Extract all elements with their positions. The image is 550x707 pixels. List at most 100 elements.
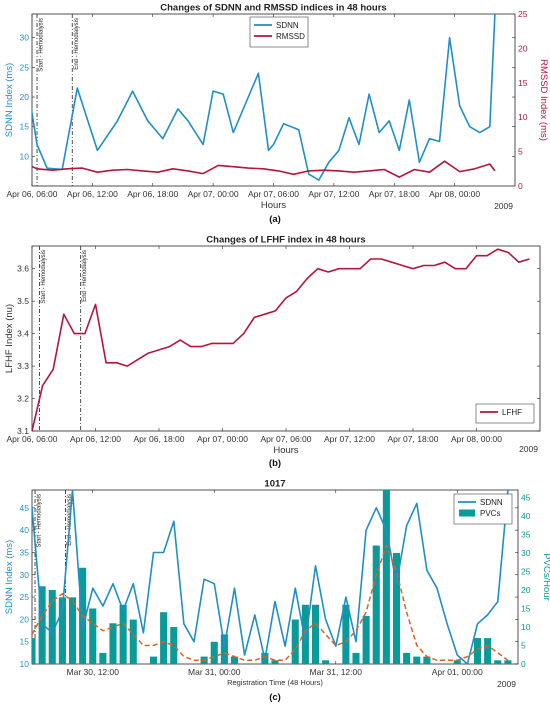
x-tick-label: Apr 08, 00:00 [429, 189, 480, 199]
bar-pvcs [382, 490, 390, 664]
chart-a: Changes of SDNN and RMSSD indices in 48 … [4, 3, 549, 226]
y-right-tick-label: 20 [521, 585, 531, 595]
y-right-tick-label: 25 [521, 566, 531, 576]
series-line-pvc-trend [32, 544, 509, 662]
legend-box [475, 403, 535, 424]
x-tick-label: Apr 06, 12:00 [67, 189, 118, 199]
bar-pvcs [89, 608, 97, 664]
series-line-lfhf [32, 248, 530, 431]
series-line-sdnn [32, 14, 496, 181]
x-axis-label: Registration Time (48 Hours) [227, 678, 323, 687]
legend-entry: RMSSD [276, 32, 305, 41]
x-tick-label: Apr 07, 00:00 [188, 189, 239, 199]
legend: SDNN PVCs [453, 493, 513, 525]
y-tick-label: 20 [20, 92, 30, 102]
legend-entry: PVCs [480, 509, 500, 518]
bar-pvcs [392, 552, 401, 664]
bar-pvcs [473, 638, 482, 664]
legend-box [453, 493, 513, 525]
y-tick-label: 25 [20, 62, 30, 72]
bar-pvcs [362, 615, 370, 664]
legend-box [249, 16, 309, 48]
bar-pvcs [352, 652, 360, 664]
chart-c: 1017 10 15 20 25 30 35 40 45 0 5 10 15 20 25 30 35 40 45 Ma… [4, 479, 550, 704]
y-right-tick-label: 0 [518, 181, 523, 191]
x-tick-label: Mar 31, 12:00 [310, 667, 363, 677]
legend-entry: SDNN [276, 21, 299, 30]
legend: LFHF [475, 403, 535, 424]
plot-marks [32, 490, 512, 664]
bar-pvcs [32, 638, 36, 664]
y-tick-label: 40 [20, 525, 30, 535]
y-tick-label: 30 [20, 33, 30, 43]
panel-label: (b) [269, 458, 281, 469]
bar-pvcs [99, 652, 107, 664]
x-tick-label: Apr 06, 18:00 [133, 434, 184, 444]
panel-label: (a) [269, 214, 281, 225]
y-tick-label: 15 [20, 637, 30, 647]
bar-pvcs [149, 656, 158, 664]
bar-pvcs [271, 660, 279, 664]
y-right-axis-label: PVCs/Hour [541, 553, 550, 601]
y-tick-label: 30 [20, 570, 30, 580]
y-right-tick-label: 10 [518, 112, 528, 122]
series-line-sdnn [32, 490, 509, 664]
legend-entry: SDNN [480, 498, 503, 507]
x-tick-label: Apr 07, 12:00 [308, 189, 359, 199]
panel-label: (c) [269, 692, 281, 703]
annotation-label: Start - Hemodialysis [39, 18, 45, 72]
legend-entry: LFHF [502, 408, 522, 417]
bar-pvcs [220, 634, 228, 664]
annotation-label: End - Hemodialysis [82, 250, 88, 302]
y-tick-label: 3.2 [17, 394, 29, 404]
bar-pvcs [291, 619, 299, 664]
y-tick-label: 3.1 [17, 426, 29, 436]
y-right-axis-label: RMSSD Index (ms) [538, 59, 549, 141]
bar-pvcs [494, 660, 502, 664]
bar-pvcs [160, 612, 168, 664]
annotation-label: Start - Hemodialysis [41, 250, 47, 304]
bar-pvcs [109, 623, 117, 664]
y-right-tick-label: 10 [521, 622, 531, 632]
x-tick-label: Apr 06, 06:00 [6, 434, 57, 444]
legend: SDNN RMSSD [249, 16, 309, 48]
y-right-tick-label: 25 [518, 9, 528, 19]
bar-pvcs [423, 656, 431, 664]
year-label: 2009 [494, 201, 513, 211]
y-tick-label: 3.6 [17, 264, 29, 274]
bar-pvcs [301, 604, 309, 664]
chart-b: Changes of LFHF index in 48 hours 3.1 3.2 3… [4, 235, 541, 469]
bar-pvcs [504, 660, 512, 664]
x-tick-label: Apr 06, 06:00 [6, 189, 57, 199]
bar-pvcs [38, 586, 46, 664]
bar-pvcs [230, 656, 239, 664]
bar-pvcs [453, 660, 461, 664]
x-tick-label: Apr 07, 12:00 [324, 434, 375, 444]
year-label: 2009 [519, 444, 538, 454]
y-tick-label: 25 [20, 592, 30, 602]
y-right-tick-label: 20 [518, 43, 528, 53]
plot-area [31, 489, 519, 665]
bar-pvcs [311, 604, 320, 664]
bar-pvcs [210, 641, 218, 664]
bar-pvcs [68, 597, 77, 664]
y-right-tick-label: 5 [521, 640, 526, 650]
bar-pvcs [129, 619, 137, 664]
bar-pvcs [58, 597, 66, 664]
y-right-tick-label: 30 [521, 548, 531, 558]
y-axis-label: SDNN Index (ms) [4, 63, 15, 137]
y-tick-label: 3.4 [17, 329, 29, 339]
annotation-label: Start - Hemodialysis [37, 494, 43, 548]
y-tick-label: 3.5 [17, 296, 29, 306]
x-tick-label: Apr 07, 06:00 [248, 189, 299, 199]
chart-title: Changes of SDNN and RMSSD indices in 48 … [160, 3, 386, 14]
bar-pvcs [372, 545, 380, 664]
bar-pvcs [484, 638, 492, 664]
y-axis-label: SDNN Index (ms) [4, 540, 15, 614]
y-right-tick-label: 0 [521, 659, 526, 669]
y-right-tick-label: 15 [518, 78, 528, 88]
bar-pvcs [322, 660, 330, 664]
chart-title: 1017 [264, 479, 285, 490]
chart-title: Changes of LFHF index in 48 hours [206, 235, 365, 246]
